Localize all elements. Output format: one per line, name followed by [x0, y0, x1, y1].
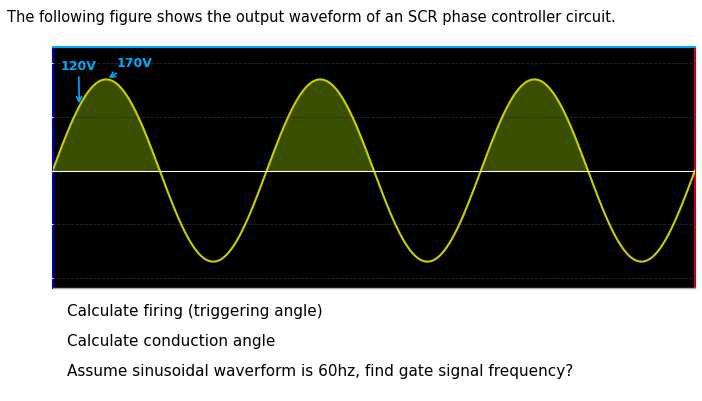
Text: Calculate conduction angle: Calculate conduction angle	[67, 333, 275, 348]
Text: Calculate firing (triggering angle): Calculate firing (triggering angle)	[67, 303, 322, 318]
Text: 170V: 170V	[110, 57, 152, 78]
Text: The following figure shows the output waveform of an SCR phase controller circui: The following figure shows the output wa…	[7, 10, 616, 25]
Text: Assume sinusoidal waverform is 60hz, find gate signal frequency?: Assume sinusoidal waverform is 60hz, fin…	[67, 363, 573, 378]
Text: 120V: 120V	[60, 59, 96, 102]
